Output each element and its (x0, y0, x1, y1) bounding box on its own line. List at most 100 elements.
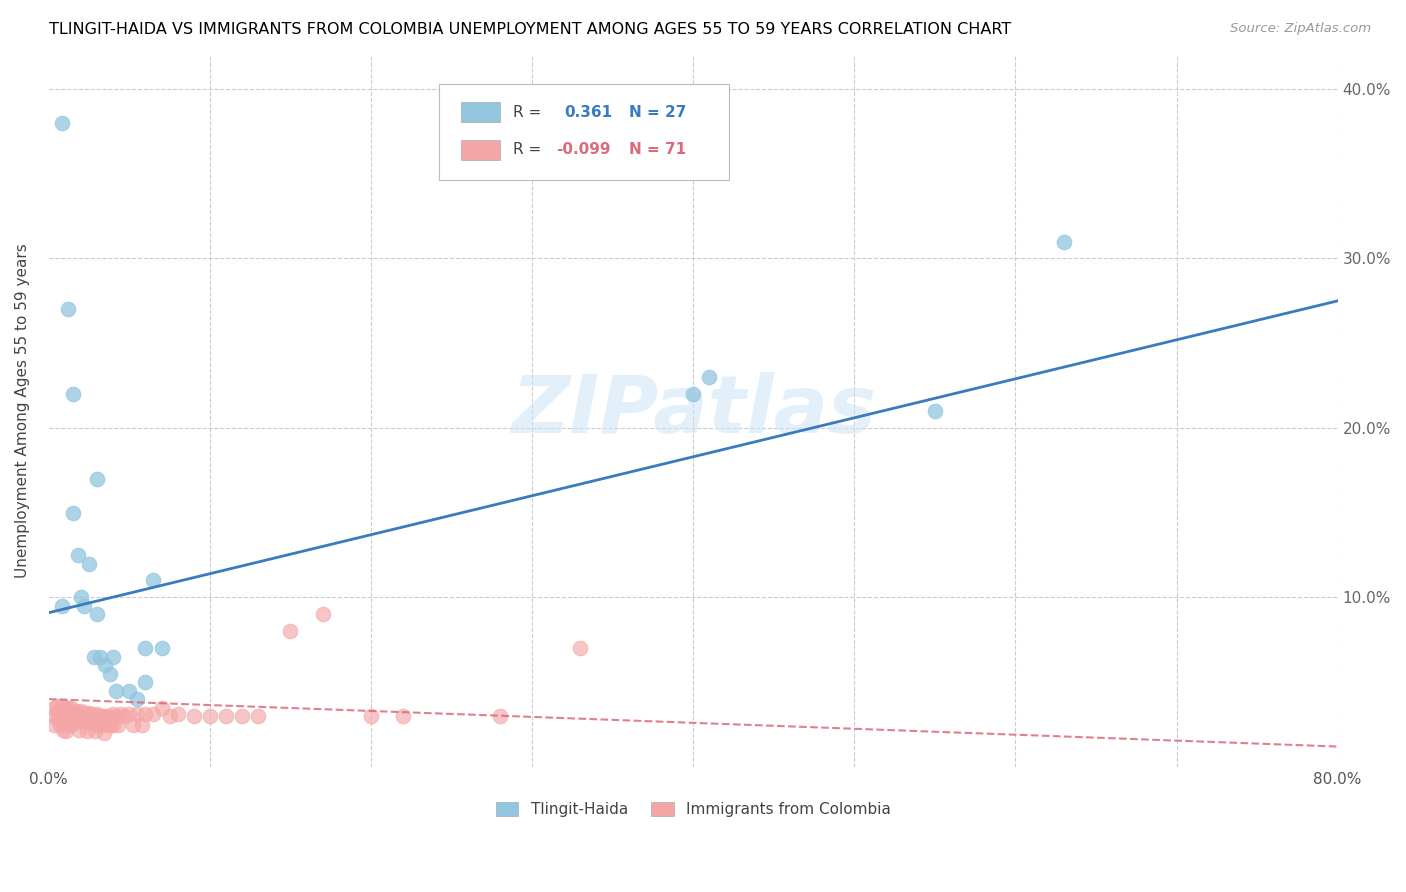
Point (93, 726, 115, 740)
Point (96, 717, 118, 731)
Text: ZIPatlas: ZIPatlas (510, 372, 876, 450)
Point (159, 709, 181, 723)
Point (51, 698, 73, 713)
Point (103, 707, 125, 722)
Point (134, 675, 156, 690)
Point (489, 709, 512, 723)
Point (110, 707, 132, 722)
Point (166, 707, 188, 722)
Point (55, 715, 77, 730)
Point (134, 641, 156, 656)
Text: N = 71: N = 71 (628, 143, 686, 157)
Bar (461, 140, 501, 160)
Point (142, 707, 165, 722)
Point (121, 717, 143, 731)
Point (42, 717, 65, 731)
Bar (461, 102, 501, 122)
Point (56, 302, 79, 317)
Point (231, 709, 253, 723)
Point (105, 683, 128, 698)
Point (73, 599, 96, 613)
Text: R =: R = (513, 104, 546, 120)
Point (150, 641, 173, 656)
Point (127, 692, 149, 706)
Point (107, 717, 129, 731)
Point (392, 709, 415, 723)
Point (77, 557, 100, 571)
Point (150, 700, 173, 714)
Point (56, 700, 79, 714)
Point (66, 548, 89, 562)
Point (89, 649, 111, 664)
Text: 0.361: 0.361 (564, 104, 613, 120)
Point (569, 641, 592, 656)
Point (62, 714, 84, 728)
Point (48, 706, 70, 720)
Text: TLINGIT-HAIDA VS IMMIGRANTS FROM COLOMBIA UNEMPLOYMENT AMONG AGES 55 TO 59 YEARS: TLINGIT-HAIDA VS IMMIGRANTS FROM COLOMBI… (49, 22, 1011, 37)
Point (63, 715, 86, 730)
Point (76, 724, 98, 739)
Point (94, 709, 117, 723)
Point (360, 709, 382, 723)
Point (280, 624, 302, 639)
Legend: Tlingit-Haida, Immigrants from Colombia: Tlingit-Haida, Immigrants from Colombia (489, 796, 897, 823)
Point (89, 709, 111, 723)
Point (62, 506, 84, 520)
Point (183, 709, 205, 723)
Text: -0.099: -0.099 (557, 143, 612, 157)
Point (66, 713, 89, 727)
Point (83, 715, 105, 730)
Point (53, 700, 76, 714)
Point (90, 717, 112, 731)
Point (62, 706, 84, 720)
Point (63, 706, 86, 720)
Point (103, 649, 125, 664)
Point (72, 714, 94, 728)
Point (215, 709, 238, 723)
Point (51, 599, 73, 613)
Point (924, 404, 946, 418)
Point (53, 709, 76, 723)
Point (73, 706, 96, 720)
Point (59, 717, 82, 731)
Text: N = 27: N = 27 (628, 104, 686, 120)
Point (247, 709, 270, 723)
Point (86, 607, 108, 622)
Point (51, 707, 73, 722)
Point (49, 717, 72, 731)
Point (105, 709, 128, 723)
Point (98, 666, 121, 681)
Point (70, 704, 93, 718)
Point (75, 714, 97, 728)
Point (70, 591, 93, 605)
Point (60, 700, 83, 714)
Point (86, 717, 108, 731)
Point (84, 724, 107, 739)
Point (682, 387, 704, 401)
Point (42, 700, 65, 714)
Point (67, 723, 90, 737)
Point (131, 717, 153, 731)
Point (134, 707, 156, 722)
Point (1053, 235, 1076, 249)
Point (52, 723, 75, 737)
Point (311, 607, 333, 622)
Point (114, 709, 136, 723)
Point (65, 704, 87, 718)
Point (118, 707, 141, 722)
Point (86, 472, 108, 486)
Text: R =: R = (513, 143, 546, 157)
Text: Source: ZipAtlas.com: Source: ZipAtlas.com (1230, 22, 1371, 36)
Point (83, 649, 105, 664)
Point (82, 707, 104, 722)
Point (103, 717, 125, 731)
Point (142, 574, 165, 588)
Point (59, 709, 82, 723)
Point (98, 717, 121, 731)
Point (86, 707, 108, 722)
Point (118, 683, 141, 698)
Point (127, 707, 149, 722)
Point (697, 370, 720, 384)
Point (198, 709, 221, 723)
FancyBboxPatch shape (439, 84, 730, 179)
